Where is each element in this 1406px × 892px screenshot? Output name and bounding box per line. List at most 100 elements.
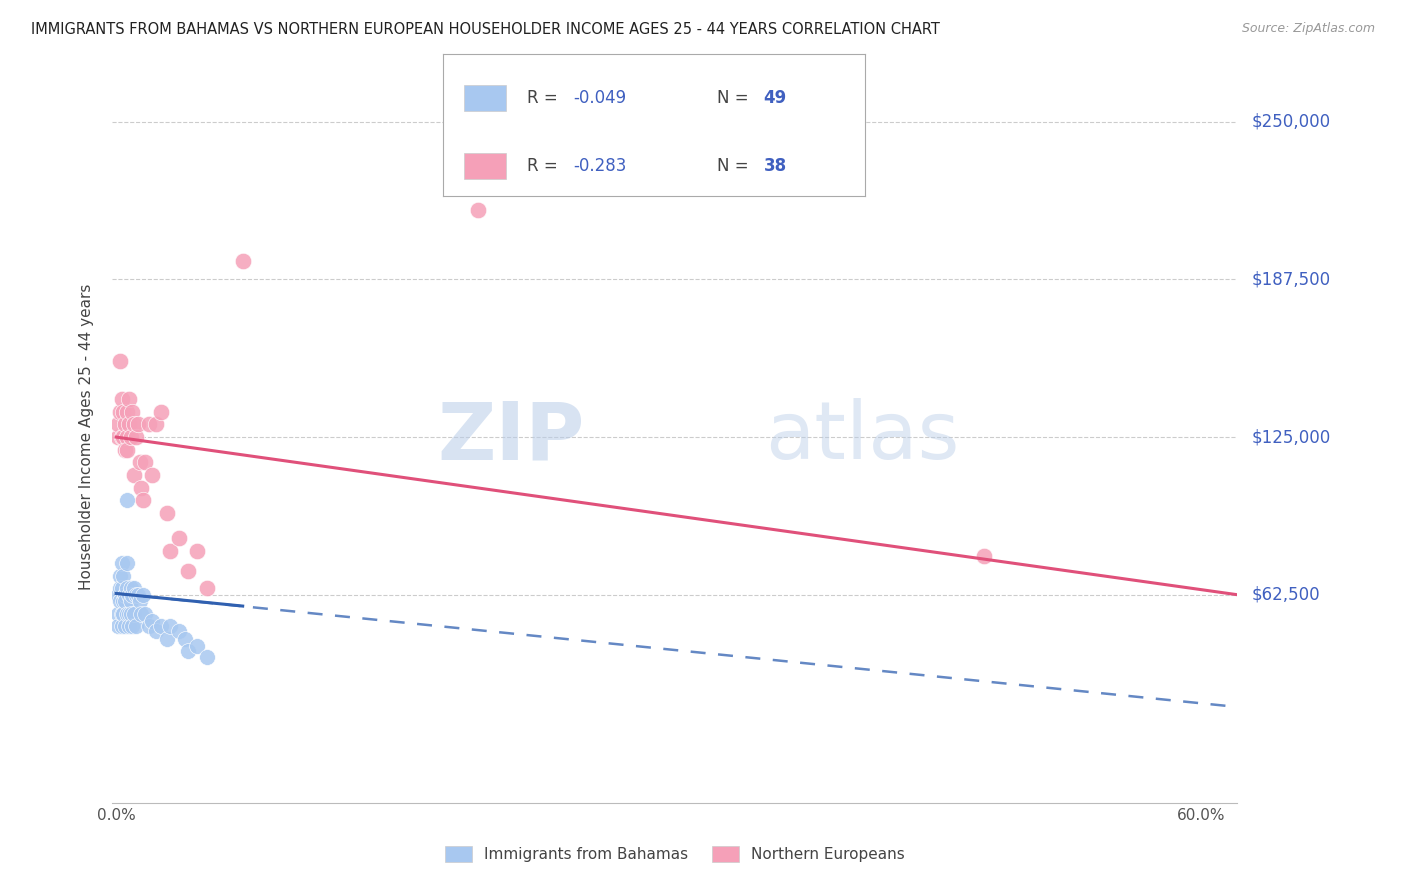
Text: $187,500: $187,500 [1251,270,1330,288]
Point [127,588,149,602]
Point [118,588,141,602]
Point [177,564,200,578]
Point [125,588,148,602]
Legend: Immigrants from Bahamas, Northern Europeans: Immigrants from Bahamas, Northern Europe… [439,840,911,868]
Point [973,549,995,563]
Point [110,607,132,621]
Point [107,619,129,633]
Point [114,619,136,633]
Point [110,556,132,570]
Point [141,467,163,482]
Text: $125,000: $125,000 [1251,428,1330,446]
Text: R =: R = [527,89,564,107]
Point [112,569,135,583]
Point [132,588,155,602]
Point [120,430,142,444]
Point [173,632,195,646]
Point [134,455,156,469]
Point [156,632,179,646]
Point [177,644,200,658]
Point [121,588,143,602]
Point [110,430,132,444]
Point [118,417,141,432]
Text: 38: 38 [763,157,786,175]
Text: $250,000: $250,000 [1251,112,1330,131]
Point [159,543,181,558]
Point [107,588,129,602]
Point [128,455,150,469]
Point [169,531,191,545]
Point [110,582,132,596]
Point [107,430,129,444]
Point [131,607,153,621]
Text: $62,500: $62,500 [1251,586,1320,604]
Text: N =: N = [717,89,754,107]
Point [145,624,167,639]
Point [169,624,191,639]
Point [115,405,138,419]
Y-axis label: Householder Income Ages 25 - 44 years: Householder Income Ages 25 - 44 years [79,284,94,591]
Point [118,392,141,407]
Point [195,582,218,596]
Point [128,594,150,608]
Point [134,607,156,621]
Point [110,619,132,633]
Point [114,417,136,432]
Point [115,442,138,457]
Point [121,405,143,419]
Point [108,582,131,596]
Point [232,253,254,268]
Point [115,607,138,621]
FancyBboxPatch shape [464,85,506,111]
Text: ZIP: ZIP [437,398,585,476]
Point [186,640,208,654]
Point [108,405,131,419]
Point [112,430,135,444]
Point [150,405,173,419]
Point [115,430,138,444]
Point [112,607,135,621]
Text: IMMIGRANTS FROM BAHAMAS VS NORTHERN EUROPEAN HOUSEHOLDER INCOME AGES 25 - 44 YEA: IMMIGRANTS FROM BAHAMAS VS NORTHERN EURO… [31,22,939,37]
Text: -0.049: -0.049 [574,89,627,107]
FancyBboxPatch shape [464,153,506,179]
Text: -0.283: -0.283 [574,157,627,175]
Point [121,619,143,633]
Point [110,392,132,407]
Point [118,607,141,621]
Point [125,619,148,633]
Point [107,417,129,432]
Point [115,582,138,596]
Point [122,607,145,621]
Point [125,430,148,444]
Point [186,543,208,558]
Point [120,594,142,608]
Point [138,619,160,633]
Point [115,556,138,570]
Point [120,607,142,621]
Text: Source: ZipAtlas.com: Source: ZipAtlas.com [1241,22,1375,36]
Point [127,417,149,432]
Point [107,607,129,621]
Point [114,442,136,457]
Point [118,619,141,633]
Point [131,481,153,495]
Point [114,588,136,602]
Point [112,594,135,608]
Point [122,467,145,482]
Point [467,203,489,218]
Point [114,594,136,608]
Point [112,405,135,419]
Text: R =: R = [527,157,564,175]
Point [156,506,179,520]
Point [132,493,155,508]
Point [141,614,163,628]
Point [138,417,160,432]
Point [122,417,145,432]
Text: atlas: atlas [765,398,959,476]
Text: 49: 49 [763,89,787,107]
Point [159,619,181,633]
Point [120,582,142,596]
Text: N =: N = [717,157,754,175]
Point [108,594,131,608]
Point [114,588,136,602]
